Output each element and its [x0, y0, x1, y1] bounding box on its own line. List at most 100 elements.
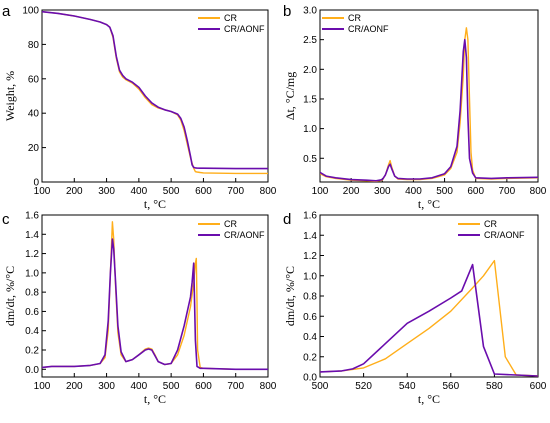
y-tick-label: 0.6 [303, 312, 317, 323]
y-tick-label: 80 [28, 40, 40, 51]
plot-frame-b [319, 9, 539, 183]
series-line-cr [320, 27, 538, 182]
legend-label: CR [224, 219, 237, 229]
plot-frame-a [41, 9, 269, 183]
y-tick-label: 1.0 [25, 268, 39, 279]
series-line-cr-aonf [42, 10, 268, 170]
series-line-cr [320, 259, 538, 377]
y-axis-title: Δt, °C/mg [283, 72, 297, 121]
y-tick-label: 0.5 [303, 154, 317, 165]
x-tick-label: 600 [530, 381, 547, 392]
y-tick-label: 60 [28, 74, 40, 85]
panel-c: c 100 200 300 400 500 600 700 800 0.0 0.2 0.4 0.6 0.… [2, 211, 277, 407]
y-tick-label: 2.5 [303, 35, 317, 46]
y-tick-label: 1.5 [303, 94, 317, 105]
x-tick-label: 200 [66, 381, 83, 392]
y-tick-label: 0.8 [303, 292, 317, 303]
x-tick-label: 560 [442, 381, 459, 392]
y-tick-label: 0.0 [25, 365, 39, 376]
x-tick-label: 800 [260, 186, 277, 197]
legend-label: CR/AONF [224, 230, 265, 240]
series-line-cr-aonf [42, 238, 268, 371]
y-tick-label: 0 [33, 178, 39, 189]
x-tick-label: 600 [195, 381, 212, 392]
x-axis-title: t, °C [418, 392, 440, 406]
series-line-cr [42, 221, 268, 370]
x-tick-label: 500 [163, 186, 180, 197]
y-tick-label: 40 [28, 109, 40, 120]
panel-a: a 100 200 300 400 500 600 700 800 0 20 40 60 80 100 t,… [2, 3, 277, 211]
x-tick-label: 100 [34, 186, 51, 197]
y-tick-label: 1.6 [303, 211, 317, 222]
x-tick-label: 520 [355, 381, 372, 392]
x-tick-label: 580 [486, 381, 503, 392]
x-tick-label: 600 [195, 186, 212, 197]
x-tick-label: 400 [405, 186, 422, 197]
y-tick-label: 1.0 [303, 271, 317, 282]
x-axis-title: t, °C [144, 197, 166, 211]
panel-letter-d: d [283, 211, 291, 228]
series-line-cr [42, 11, 268, 175]
y-tick-label: 2.0 [303, 65, 317, 76]
plot-area-d: 500 520 540 560 580 600 0.0 0.2 0.4 0.6 0.8 1.0 1.2 1… [283, 211, 547, 407]
y-tick-label: 0.6 [25, 307, 39, 318]
x-tick-label: 100 [34, 381, 51, 392]
panel-letter-c: c [2, 211, 10, 228]
legend-label: CR/AONF [224, 24, 265, 34]
y-tick-label: 1.4 [303, 231, 317, 242]
x-axis-title: t, °C [418, 197, 440, 211]
y-tick-label: 1.0 [303, 124, 317, 135]
x-tick-label: 300 [374, 186, 391, 197]
x-axis-title: t, °C [144, 392, 166, 406]
x-tick-label: 400 [131, 186, 148, 197]
y-tick-label: 1.6 [25, 211, 39, 222]
y-tick-label: 0.0 [303, 373, 317, 384]
y-tick-label: 0.2 [303, 352, 317, 363]
x-tick-label: 500 [436, 186, 453, 197]
y-tick-label: 0.4 [303, 332, 317, 343]
x-tick-label: 100 [312, 186, 329, 197]
plot-frame-c [41, 214, 269, 378]
x-tick-label: 700 [227, 381, 244, 392]
x-tick-label: 540 [399, 381, 416, 392]
x-tick-label: 300 [98, 186, 115, 197]
x-tick-label: 300 [98, 381, 115, 392]
y-axis-title: dm/dt, %/°C [283, 266, 297, 326]
panel-d: d 500 520 540 560 580 600 0.0 0.2 0.4 0.6 0.8 1.0 1.… [283, 211, 547, 407]
x-tick-label: 200 [66, 186, 83, 197]
panel-letter-a: a [2, 3, 11, 20]
x-tick-label: 500 [163, 381, 180, 392]
panel-letter-b: b [283, 3, 291, 20]
plot-area-b: 100 200 300 400 500 600 700 800 0.5 1.0 1.5 2.0 2.5 3… [283, 6, 547, 212]
x-tick-label: 600 [467, 186, 484, 197]
legend-label: CR [224, 13, 237, 23]
x-tick-label: 800 [530, 186, 547, 197]
y-tick-label: 100 [22, 6, 39, 17]
x-tick-label: 800 [260, 381, 277, 392]
x-tick-label: 400 [131, 381, 148, 392]
y-tick-label: 1.2 [25, 249, 39, 260]
y-tick-label: 3.0 [303, 6, 317, 17]
x-tick-label: 700 [227, 186, 244, 197]
y-tick-label: 0.2 [25, 346, 39, 357]
y-tick-label: 0.4 [25, 326, 39, 337]
series-line-cr-aonf [320, 38, 538, 182]
plot-area-a: 100 200 300 400 500 600 700 800 0 20 40 60 80 100 t, °… [3, 6, 277, 212]
series-line-cr-aonf [320, 263, 538, 377]
legend-label: CR/AONF [484, 230, 525, 240]
legend-label: CR [484, 219, 497, 229]
y-tick-label: 0.8 [25, 288, 39, 299]
panel-b: b 100 200 300 400 500 600 700 800 0.5 1.0 1.5 2.0 2.… [283, 3, 547, 211]
y-tick-label: 1.4 [25, 230, 39, 241]
plot-area-c: 100 200 300 400 500 600 700 800 0.0 0.2 0.4 0.6 0.8 1… [3, 211, 277, 407]
x-tick-label: 500 [312, 381, 329, 392]
x-tick-label: 700 [499, 186, 516, 197]
legend-label: CR [348, 13, 361, 23]
legend-label: CR/AONF [348, 24, 389, 34]
y-tick-label: 20 [28, 143, 40, 154]
y-axis-title: dm/dt, %/°C [3, 266, 17, 326]
x-tick-label: 200 [343, 186, 360, 197]
y-tick-label: 1.2 [303, 251, 317, 262]
y-axis-title: Weight, % [3, 71, 17, 121]
